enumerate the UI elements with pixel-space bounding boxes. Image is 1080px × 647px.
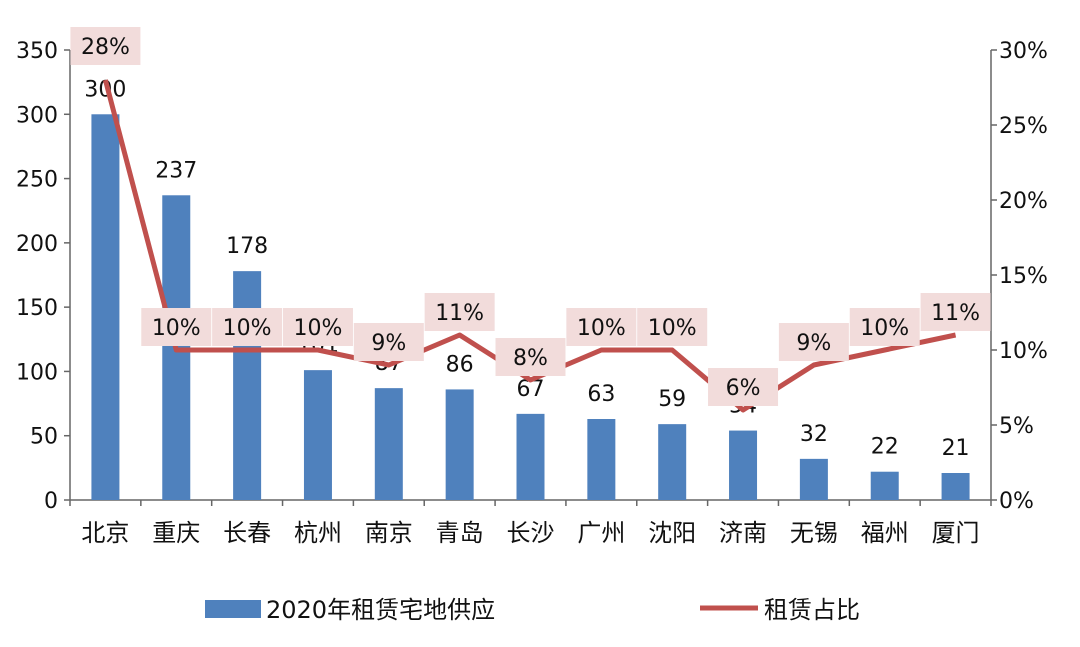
y-left-tick-label: 100	[16, 360, 58, 385]
pct-label-bg	[282, 308, 353, 346]
y-left-tick-label: 250	[16, 168, 58, 193]
share-line	[103, 79, 957, 413]
x-tick-label: 无锡	[790, 519, 838, 547]
y-right-tick-label: 30%	[999, 39, 1048, 64]
y-right-tick-label: 5%	[999, 414, 1034, 439]
y-left-tick-label: 0	[44, 489, 58, 514]
x-tick-label: 沈阳	[648, 519, 696, 547]
legend: 2020年租赁宅地供应 租赁占比	[205, 596, 860, 624]
bar	[303, 370, 332, 500]
pct-label: 11%	[931, 301, 980, 326]
pct-label-bg	[495, 338, 566, 376]
bar-value-label: 237	[155, 158, 197, 183]
pct-label-bg	[212, 308, 283, 346]
pct-label: 10%	[223, 316, 272, 341]
pct-label: 10%	[294, 316, 343, 341]
pct-label: 10%	[152, 316, 201, 341]
bar	[587, 419, 616, 500]
bar-value-label: 178	[226, 234, 268, 259]
bar-value-label: 32	[800, 422, 828, 447]
x-tick-label: 北京	[81, 519, 129, 547]
pct-label: 8%	[513, 346, 548, 371]
x-tick-label: 重庆	[152, 519, 200, 547]
pct-label-bg	[566, 308, 637, 346]
y-right-tick-label: 20%	[999, 189, 1048, 214]
bar	[516, 413, 545, 500]
bar	[445, 389, 474, 500]
y-right-tick-label: 25%	[999, 114, 1048, 139]
bar	[729, 430, 758, 500]
bar-value-label: 63	[587, 382, 615, 407]
pct-label-bg	[708, 368, 779, 406]
pct-label: 10%	[648, 316, 697, 341]
y-left-tick-label: 50	[30, 425, 58, 450]
pct-label-bg	[141, 308, 212, 346]
bar	[799, 458, 828, 500]
bar	[91, 114, 120, 501]
line-data-labels: 28% 10% 10% 10% 9% 11% 8% 10% 10% 6% 9% 10% 11%	[70, 27, 991, 406]
pct-label: 11%	[435, 301, 484, 326]
bar	[374, 388, 403, 500]
bar	[870, 471, 899, 500]
y-right-tick-label: 0%	[999, 489, 1034, 514]
bar-series	[91, 114, 970, 501]
pct-label-bg	[778, 323, 849, 361]
pct-label: 10%	[860, 316, 909, 341]
legend-line-label: 租赁占比	[764, 596, 860, 624]
pct-label: 9%	[796, 331, 831, 356]
y-left-tick-label: 150	[16, 296, 58, 321]
bar	[233, 271, 262, 500]
y-left-tick-label: 200	[16, 232, 58, 257]
pct-label-bg	[70, 27, 141, 65]
x-tick-label: 长沙	[507, 519, 555, 547]
y-right-tick-label: 10%	[999, 339, 1048, 364]
pct-label-bg	[424, 293, 495, 331]
x-tick-label: 厦门	[932, 519, 980, 547]
axes: 0 50 100 150 200 250 300 350 0% 5% 10% 15% 20% 25% 30%…	[16, 39, 1048, 547]
pct-label: 28%	[81, 35, 130, 60]
legend-bar-swatch	[205, 600, 261, 618]
y-left-tick-label: 350	[16, 39, 58, 64]
pct-label-bg	[849, 308, 920, 346]
bar-data-labels: 300237178101878667635954322221	[84, 77, 969, 461]
x-tick-label: 长春	[223, 519, 271, 547]
x-tick-label: 南京	[365, 519, 413, 547]
pct-label-bg	[353, 323, 424, 361]
bar-value-label: 22	[871, 435, 899, 460]
pct-label: 6%	[726, 376, 761, 401]
pct-label-bg	[920, 293, 991, 331]
bar-value-label: 59	[658, 387, 686, 412]
x-tick-label: 杭州	[294, 519, 342, 547]
bar	[658, 424, 687, 500]
x-tick-label: 青岛	[436, 519, 484, 547]
y-left-tick-label: 300	[16, 103, 58, 128]
pct-label: 9%	[371, 331, 406, 356]
pct-label: 10%	[577, 316, 626, 341]
x-tick-label: 广州	[577, 519, 625, 547]
line-series	[103, 79, 957, 413]
y-right-tick-label: 15%	[999, 264, 1048, 289]
bar-value-label: 86	[446, 352, 474, 377]
x-tick-label: 福州	[861, 519, 909, 547]
x-tick-label: 济南	[719, 519, 767, 547]
bar-value-label: 21	[942, 436, 970, 461]
legend-bar-label: 2020年租赁宅地供应	[266, 596, 495, 624]
pct-label-bg	[637, 308, 708, 346]
bar	[941, 473, 970, 500]
